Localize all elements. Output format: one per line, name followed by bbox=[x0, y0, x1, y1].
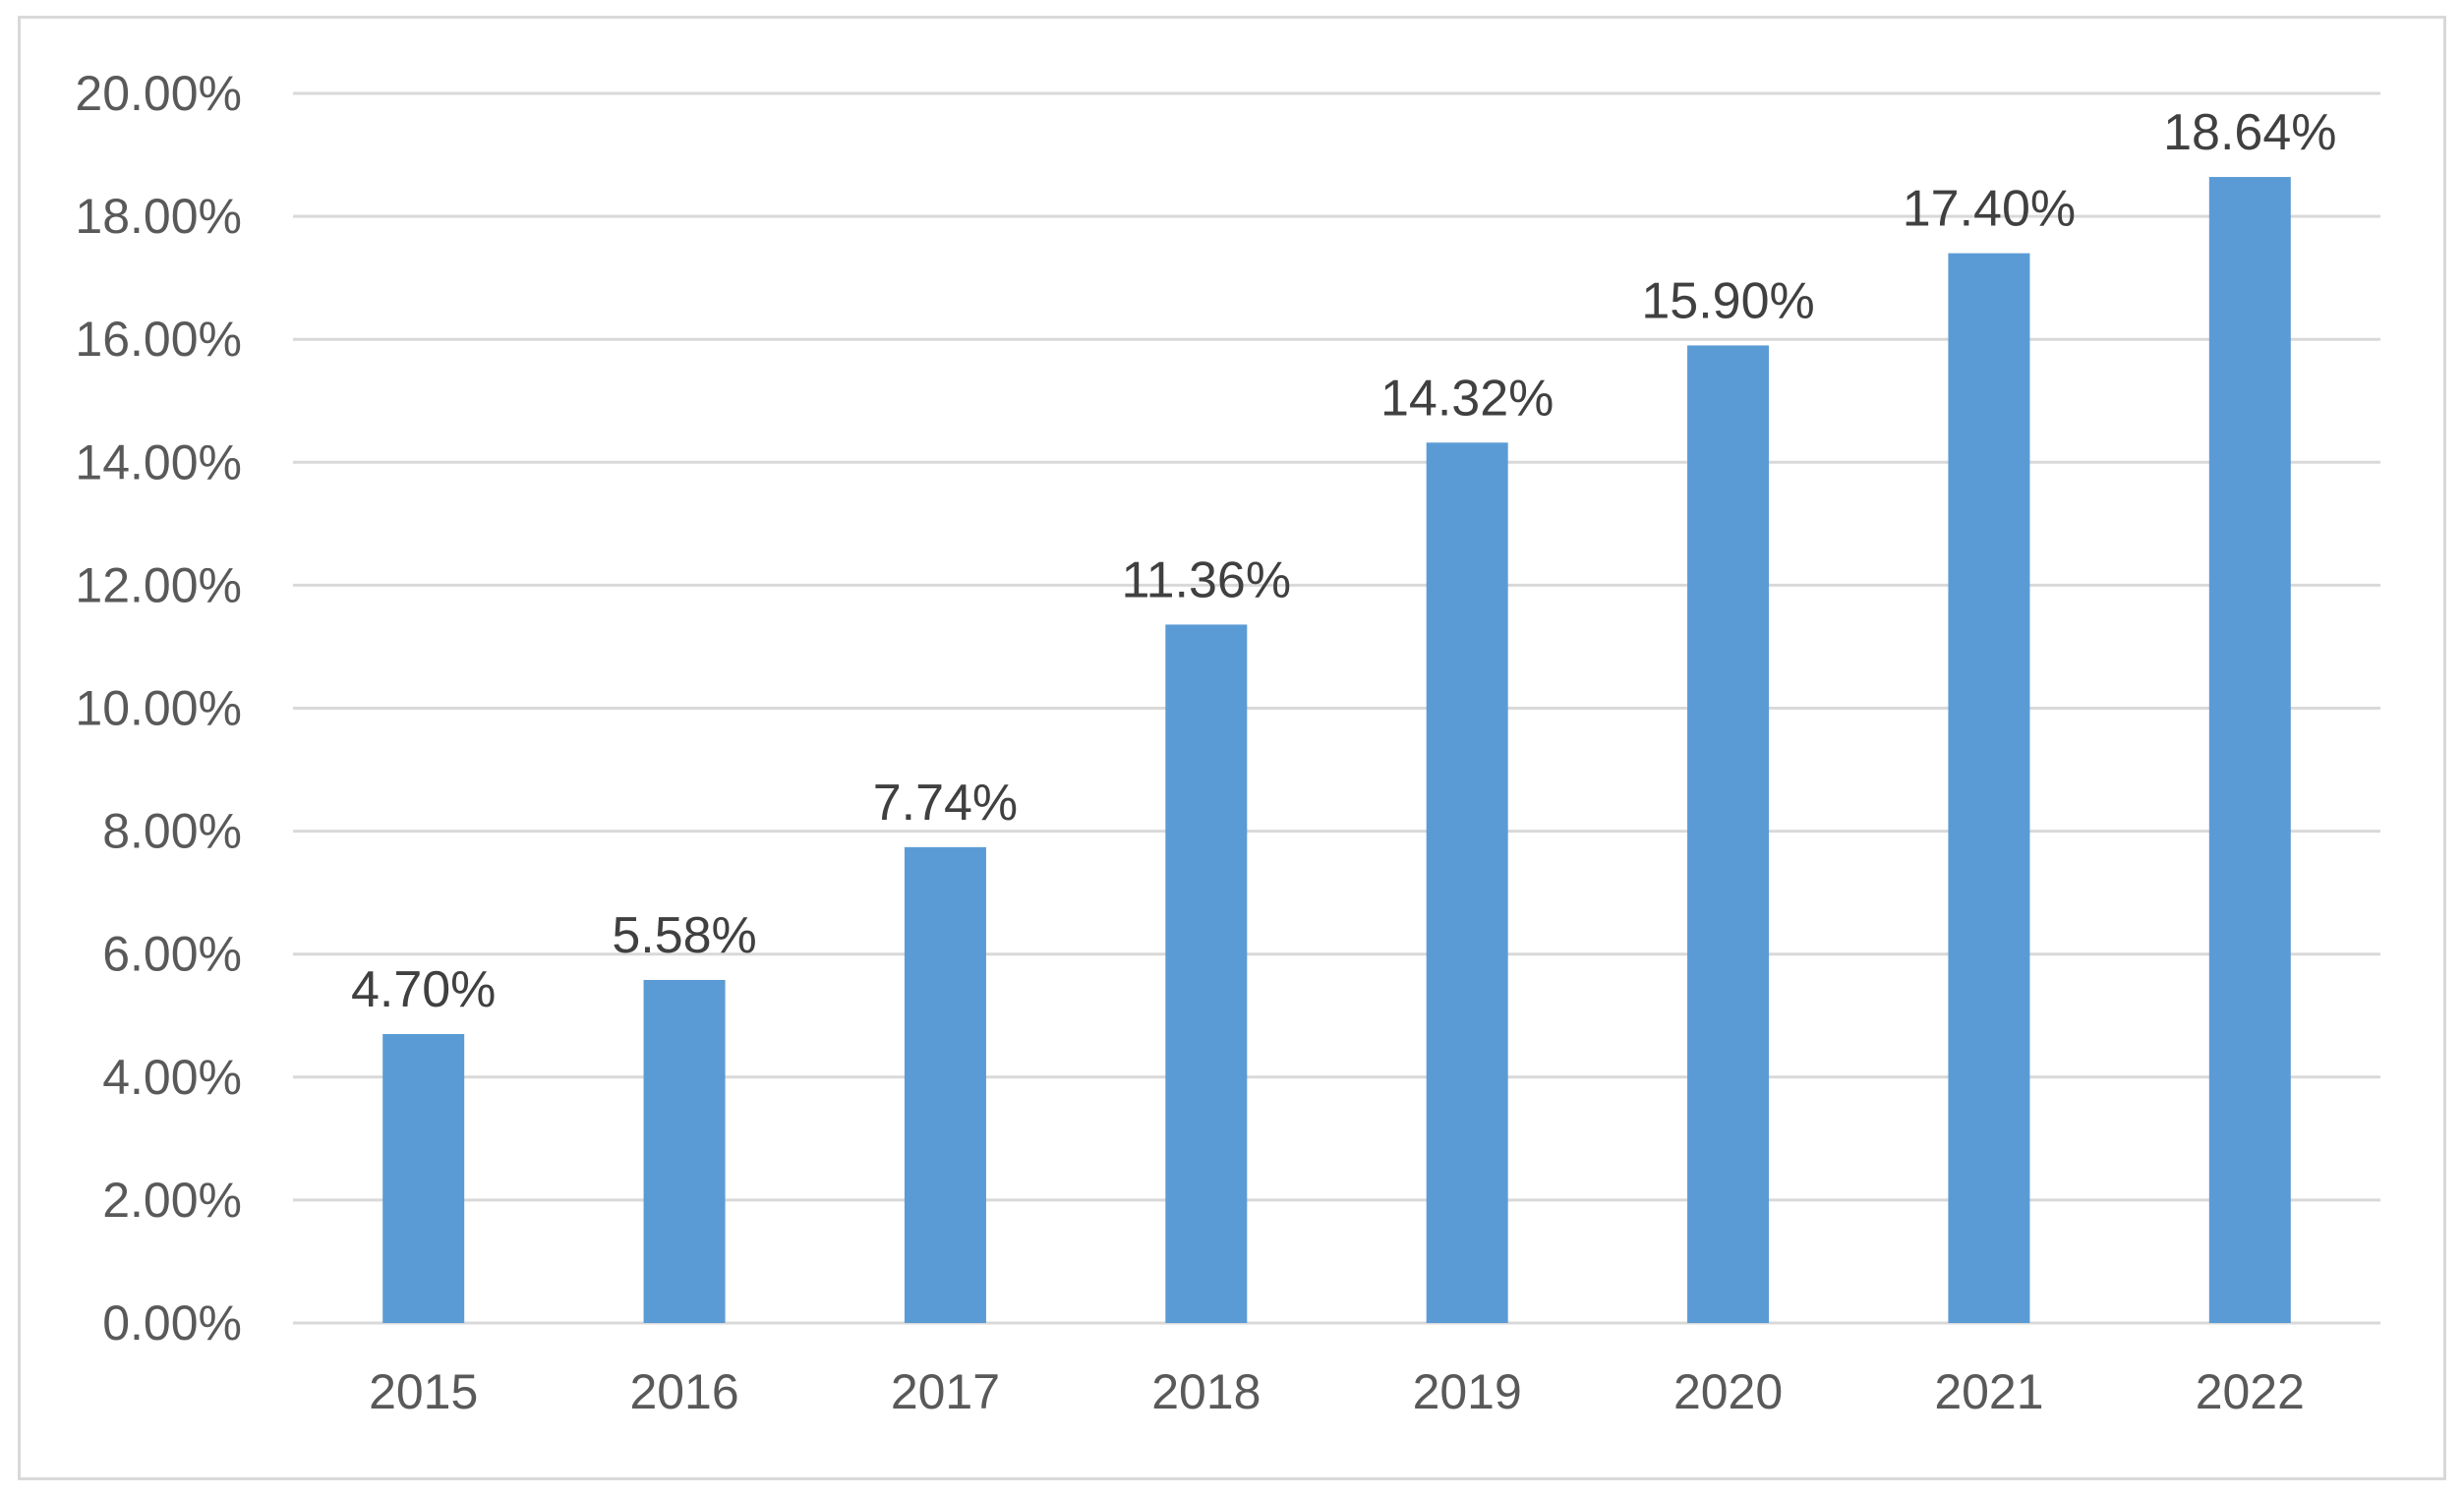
chart-frame: 0.00% 2.00% 4.00% 6.00% 8.00% 10.00% 12.00% 14.… bbox=[18, 16, 2446, 1480]
y-axis-ticks: 0.00% 2.00% 4.00% 6.00% 8.00% 10.00% 12.00% 14.… bbox=[75, 66, 242, 1351]
data-label-2019: 14.32% bbox=[1380, 370, 1554, 427]
y-tick-label: 2.00% bbox=[102, 1173, 242, 1228]
y-tick-label: 6.00% bbox=[102, 927, 242, 982]
data-label-2021: 17.40% bbox=[1903, 181, 2076, 238]
x-axis-ticks: 2015 2016 2017 2018 2019 2020 2021 2022 bbox=[369, 1364, 2305, 1419]
data-label-2017: 7.74% bbox=[873, 775, 1018, 832]
data-label-2018: 11.36% bbox=[1122, 551, 1292, 608]
y-tick-label: 12.00% bbox=[75, 557, 242, 612]
x-tick-label: 2022 bbox=[2196, 1364, 2305, 1419]
gridlines bbox=[293, 91, 2380, 1325]
y-tick-label: 0.00% bbox=[102, 1295, 242, 1351]
bars bbox=[382, 177, 2291, 1324]
y-tick-label: 14.00% bbox=[75, 434, 242, 489]
x-tick-label: 2018 bbox=[1151, 1364, 1261, 1419]
x-tick-label: 2017 bbox=[891, 1364, 1000, 1419]
bar-2022 bbox=[2208, 177, 2291, 1323]
bar-2019 bbox=[1426, 442, 1508, 1323]
x-tick-label: 2015 bbox=[369, 1364, 478, 1419]
data-labels: 4.70% 5.58% 7.74% 11.36% 14.32% 15.90% 17.40% 1… bbox=[351, 104, 2337, 1018]
data-label-2020: 15.90% bbox=[1641, 272, 1814, 329]
bar-2021 bbox=[1948, 253, 2030, 1323]
x-tick-label: 2019 bbox=[1413, 1364, 1522, 1419]
y-tick-label: 10.00% bbox=[75, 681, 242, 736]
x-tick-label: 2016 bbox=[629, 1364, 738, 1419]
data-label-2015: 4.70% bbox=[351, 961, 496, 1018]
y-tick-label: 8.00% bbox=[102, 804, 242, 859]
data-label-2016: 5.58% bbox=[612, 907, 756, 964]
y-tick-label: 20.00% bbox=[75, 66, 242, 121]
bar-2016 bbox=[643, 979, 726, 1323]
y-tick-label: 18.00% bbox=[75, 189, 242, 244]
bar-2017 bbox=[904, 846, 986, 1323]
x-tick-label: 2020 bbox=[1673, 1364, 1783, 1419]
bar-2015 bbox=[382, 1034, 465, 1323]
bar-chart: 0.00% 2.00% 4.00% 6.00% 8.00% 10.00% 12.00% 14.… bbox=[75, 66, 2380, 1419]
y-tick-label: 4.00% bbox=[102, 1050, 242, 1105]
bar-2018 bbox=[1165, 624, 1248, 1323]
bar-2020 bbox=[1687, 345, 1770, 1324]
y-tick-label: 16.00% bbox=[75, 312, 242, 367]
x-tick-label: 2021 bbox=[1934, 1364, 2043, 1419]
data-label-2022: 18.64% bbox=[2163, 104, 2336, 161]
